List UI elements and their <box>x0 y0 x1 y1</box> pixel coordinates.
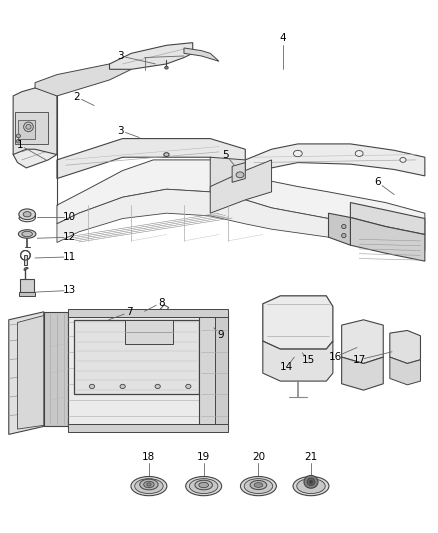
Polygon shape <box>57 160 425 235</box>
Ellipse shape <box>236 172 244 178</box>
Text: 21: 21 <box>304 453 318 462</box>
Polygon shape <box>328 213 350 245</box>
Ellipse shape <box>189 479 218 494</box>
Polygon shape <box>184 48 219 61</box>
Polygon shape <box>125 320 173 344</box>
Text: 10: 10 <box>63 213 76 222</box>
Polygon shape <box>215 312 228 429</box>
Ellipse shape <box>186 384 191 389</box>
Ellipse shape <box>22 231 32 237</box>
Ellipse shape <box>147 483 151 486</box>
Polygon shape <box>350 217 425 261</box>
Ellipse shape <box>23 212 31 217</box>
Polygon shape <box>263 296 333 349</box>
Polygon shape <box>68 309 228 317</box>
Ellipse shape <box>199 482 208 488</box>
Ellipse shape <box>309 480 313 483</box>
Ellipse shape <box>26 124 31 130</box>
Polygon shape <box>390 330 420 364</box>
Text: 3: 3 <box>117 126 124 135</box>
Text: 17: 17 <box>353 355 366 365</box>
Ellipse shape <box>293 150 302 157</box>
Polygon shape <box>15 112 48 144</box>
Ellipse shape <box>16 140 21 143</box>
Text: 11: 11 <box>63 252 76 262</box>
Ellipse shape <box>135 479 163 494</box>
Ellipse shape <box>355 150 363 157</box>
Polygon shape <box>350 203 425 235</box>
Polygon shape <box>44 312 68 426</box>
Polygon shape <box>232 163 245 182</box>
Ellipse shape <box>254 483 263 487</box>
Polygon shape <box>342 357 383 390</box>
Polygon shape <box>18 316 44 429</box>
Ellipse shape <box>400 158 406 163</box>
Ellipse shape <box>244 479 272 494</box>
Ellipse shape <box>307 478 315 486</box>
Text: 14: 14 <box>280 362 293 372</box>
Text: 16: 16 <box>328 352 342 362</box>
Ellipse shape <box>186 477 222 496</box>
Ellipse shape <box>131 477 167 496</box>
Ellipse shape <box>155 384 160 389</box>
Text: 3: 3 <box>117 51 124 61</box>
Polygon shape <box>19 292 35 296</box>
Text: 18: 18 <box>142 453 155 462</box>
Ellipse shape <box>144 481 154 488</box>
Ellipse shape <box>140 479 158 490</box>
Text: 6: 6 <box>374 177 381 187</box>
Text: 13: 13 <box>63 286 76 295</box>
Text: 12: 12 <box>63 232 76 242</box>
Ellipse shape <box>24 122 33 132</box>
Ellipse shape <box>19 209 35 220</box>
Ellipse shape <box>165 66 168 69</box>
Polygon shape <box>210 160 272 213</box>
Polygon shape <box>74 320 199 394</box>
Polygon shape <box>13 127 57 168</box>
Text: 2: 2 <box>73 92 80 102</box>
Polygon shape <box>68 424 228 432</box>
Polygon shape <box>210 157 245 192</box>
Polygon shape <box>342 320 383 364</box>
Polygon shape <box>390 357 420 385</box>
Ellipse shape <box>120 384 125 389</box>
Polygon shape <box>110 43 193 69</box>
Polygon shape <box>9 312 44 434</box>
Text: 20: 20 <box>252 453 265 462</box>
Polygon shape <box>263 341 333 381</box>
Text: 4: 4 <box>279 34 286 43</box>
Polygon shape <box>35 64 131 96</box>
Ellipse shape <box>342 224 346 229</box>
Text: 8: 8 <box>158 298 165 308</box>
Polygon shape <box>13 88 57 155</box>
Ellipse shape <box>342 233 346 238</box>
Ellipse shape <box>89 384 95 389</box>
Polygon shape <box>199 312 228 429</box>
Polygon shape <box>245 144 425 179</box>
Text: 1: 1 <box>16 140 23 150</box>
Ellipse shape <box>304 475 318 488</box>
Polygon shape <box>57 189 425 251</box>
Ellipse shape <box>195 480 212 490</box>
Ellipse shape <box>18 230 36 238</box>
Text: 5: 5 <box>222 150 229 159</box>
Polygon shape <box>57 139 245 179</box>
Ellipse shape <box>297 479 325 494</box>
Polygon shape <box>20 279 34 292</box>
Ellipse shape <box>240 477 276 496</box>
Polygon shape <box>68 312 215 429</box>
Ellipse shape <box>250 481 267 489</box>
Polygon shape <box>18 120 35 139</box>
Ellipse shape <box>164 152 169 157</box>
Ellipse shape <box>293 477 329 496</box>
Text: 15: 15 <box>302 355 315 365</box>
Text: 7: 7 <box>126 308 133 317</box>
Text: 9: 9 <box>217 330 224 340</box>
Ellipse shape <box>16 134 21 138</box>
Polygon shape <box>24 255 27 265</box>
Text: 19: 19 <box>197 453 210 462</box>
